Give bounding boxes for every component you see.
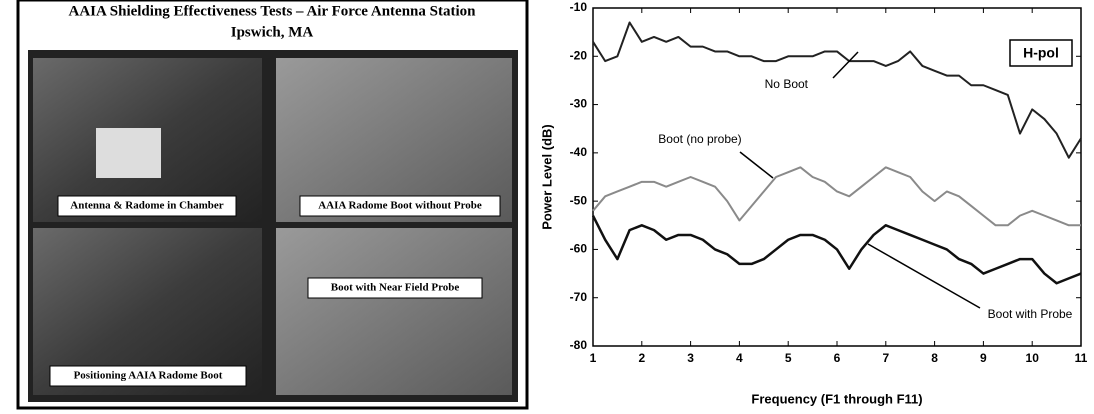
photo <box>276 58 512 222</box>
x-tick-label: 6 <box>834 351 841 365</box>
x-tick-label: 4 <box>736 351 743 365</box>
caption-box <box>299 195 501 217</box>
x-tick-label: 8 <box>931 351 938 365</box>
x-axis-label: Frequency (F1 through F11) <box>751 391 922 406</box>
x-tick-label: 1 <box>590 351 597 365</box>
x-tick-label: 11 <box>1075 351 1088 365</box>
series-label: No Boot <box>765 77 809 91</box>
annotation: H-pol <box>1023 45 1059 61</box>
annotation-arrow <box>867 243 981 309</box>
x-tick-label: 3 <box>687 351 694 365</box>
photo-caption: Antenna & Radome in Chamber <box>70 200 224 212</box>
photo <box>276 228 512 395</box>
photo-caption: Positioning AAIA Radome Boot <box>74 370 223 382</box>
series-line <box>591 215 1082 285</box>
series-label: Boot with Probe <box>988 307 1073 321</box>
x-tick-label: 7 <box>882 351 889 365</box>
x-tick-label: 9 <box>980 351 987 365</box>
y-tick-label: -80 <box>570 338 588 352</box>
y-tick-label: -50 <box>570 193 588 207</box>
y-tick-label: -70 <box>570 290 588 304</box>
x-tick-label: 5 <box>785 351 792 365</box>
x-tick-label: 2 <box>638 351 645 365</box>
series-line <box>592 21 1082 159</box>
y-tick-label: -60 <box>570 242 588 256</box>
series-line <box>592 166 1081 227</box>
y-axis-label: Power Level (dB) <box>539 124 554 229</box>
chart: -80 -70 -60 -50 -40 -30 -20 -10 1 2 3 4 5 6 7 8 9 10 11 Fre… <box>539 0 1087 406</box>
y-tick-label: -40 <box>570 145 588 159</box>
series-label: Boot (no probe) <box>658 132 741 146</box>
caption-box <box>49 365 247 387</box>
photo-caption: AAIA Radome Boot without Probe <box>318 200 482 212</box>
photo-caption: Boot with Near Field Probe <box>331 282 460 294</box>
y-tick-label: -30 <box>570 97 588 111</box>
annotation-arrow <box>739 151 774 179</box>
x-tick-label: 10 <box>1026 351 1040 365</box>
panel-title: AAIA Shielding Effectiveness Tests – Air… <box>69 3 477 19</box>
plot-area <box>592 7 1082 347</box>
y-tick-label: -10 <box>570 0 588 14</box>
panel-subtitle: Ipswich, MA <box>231 24 314 40</box>
photo-panel: AAIA Shielding Effectiveness Tests – Air… <box>16 0 529 410</box>
annotation-box <box>1009 39 1073 67</box>
annotation-arrow <box>832 51 859 79</box>
caption-box <box>307 277 483 299</box>
y-tick-label: -20 <box>570 48 588 62</box>
caption-box <box>57 195 237 217</box>
photo-detail <box>96 128 161 178</box>
